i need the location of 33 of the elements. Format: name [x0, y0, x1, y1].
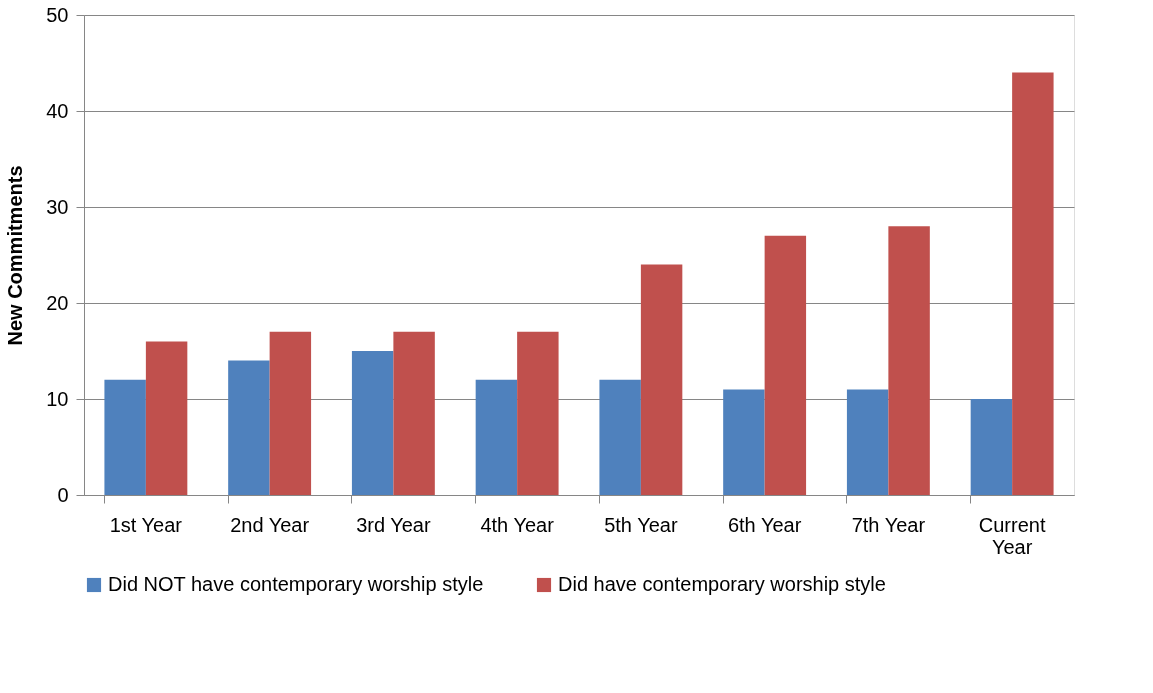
- y-tick-label: 20: [46, 291, 69, 314]
- legend-label: Did have contemporary worship style: [558, 573, 886, 595]
- y-tick-label: 50: [46, 3, 69, 26]
- bar: [228, 360, 270, 495]
- y-tick-label: 10: [46, 387, 69, 410]
- bar: [104, 379, 146, 495]
- y-axis-title: New Commitments: [4, 165, 27, 346]
- x-tick-label: 2nd Year: [230, 513, 310, 536]
- bar: [888, 226, 930, 495]
- x-tick-label: 4th Year: [480, 513, 555, 536]
- x-tick-label: 6th Year: [727, 513, 802, 536]
- bar: [599, 379, 641, 495]
- bar: [640, 264, 683, 495]
- legend-label: Did NOT have contemporary worship style: [108, 573, 484, 595]
- y-tick-label: 30: [46, 195, 69, 218]
- x-tick-label: 3rd Year: [356, 513, 431, 536]
- bar: [393, 331, 435, 495]
- bar: [970, 399, 1013, 495]
- bar: [1012, 72, 1054, 495]
- bar: [723, 389, 765, 495]
- bar: [764, 235, 807, 495]
- bar: [475, 379, 518, 495]
- bar: [351, 351, 394, 495]
- bar: [269, 331, 312, 495]
- x-tick-label: Current Year: [978, 513, 1046, 558]
- bar: [846, 389, 889, 495]
- x-tick-label: 5th Year: [604, 513, 678, 536]
- bar: [517, 331, 559, 495]
- y-tick-label: 0: [57, 483, 69, 506]
- bar: [145, 341, 188, 495]
- y-tick-label: 40: [46, 99, 69, 122]
- x-tick-label: 1st Year: [109, 513, 183, 536]
- x-tick-label: 7th Year: [851, 513, 926, 536]
